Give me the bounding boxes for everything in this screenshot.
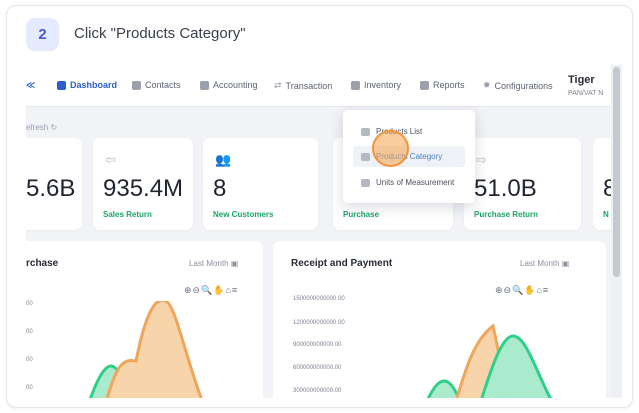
app-screenshot: ≪ Dashboard Contacts Accounting ⇄ Transa…	[26, 65, 622, 398]
period-filter[interactable]: Last Month ▣	[520, 259, 569, 268]
stat-label: New Customers	[213, 210, 274, 219]
stat-value: 8	[213, 175, 227, 202]
chart-toolbar[interactable]: ⊕⊖🔍✋⌂≡	[495, 285, 550, 295]
orange-series-area	[105, 301, 203, 398]
menu-item-products-category[interactable]: Products Category	[353, 146, 465, 167]
stat-card-purchase-return: ⇨ 51.0B Purchase Return	[464, 138, 581, 230]
filter-icon: ▣	[561, 259, 570, 268]
units-icon	[361, 178, 370, 187]
filter-label: Last Month	[520, 259, 560, 268]
contacts-icon	[132, 80, 141, 90]
nav-label: Reports	[433, 80, 465, 90]
nav-label: Transaction	[285, 80, 333, 91]
menu-item-units-of-measurement[interactable]: Units of Measurement	[353, 172, 465, 193]
scrollbar-thumb[interactable]	[613, 67, 620, 277]
inventory-icon	[351, 80, 360, 90]
nav-item-reports[interactable]: Reports	[420, 80, 465, 90]
green-series-area	[426, 379, 461, 398]
stat-label: Purchase	[343, 210, 380, 219]
logo-fragment: ≪	[26, 80, 36, 90]
receipt-payment-area-chart	[426, 323, 553, 398]
arrow-left-icon: ⇦	[105, 152, 116, 167]
top-navigation-bar: ≪ Dashboard Contacts Accounting ⇄ Transa…	[26, 65, 611, 107]
y-tick: 00	[26, 329, 33, 335]
nav-item-accounting[interactable]: Accounting	[200, 80, 258, 90]
refresh-link[interactable]: efresh ↻	[26, 123, 57, 132]
arrow-right-icon: ⇨	[476, 152, 487, 167]
gear-icon: ✹	[483, 80, 491, 90]
refresh-label: efresh	[26, 123, 49, 132]
nav-label: Inventory	[364, 80, 402, 90]
stat-label: Purchase Return	[474, 210, 539, 219]
filter-icon: ▣	[230, 259, 239, 268]
nav-item-transaction[interactable]: ⇄ Transaction	[274, 80, 332, 91]
stat-value: 5.6B	[26, 175, 76, 202]
filter-label: Last Month	[189, 259, 229, 268]
y-tick: 1500000000000.00	[293, 296, 345, 302]
step-number-badge: 2	[26, 18, 59, 51]
green-series-area-2	[480, 334, 553, 398]
panel-title: Receipt and Payment	[291, 258, 393, 269]
company-name: Tiger	[568, 74, 595, 86]
y-tick: 00	[26, 357, 33, 363]
menu-item-label: Products Category	[376, 152, 443, 161]
stat-label: Sales Return	[103, 210, 152, 219]
transaction-icon: ⇄	[274, 80, 282, 90]
y-tick: 00	[26, 385, 33, 391]
y-tick: 900000000000.00	[293, 342, 342, 348]
chart-toolbar[interactable]: ⊕⊖🔍✋⌂≡	[184, 285, 239, 295]
reports-icon	[420, 80, 429, 90]
menu-item-products-list[interactable]: Products List	[353, 121, 465, 142]
nav-label: Accounting	[213, 80, 258, 90]
y-tick: 300000000000.00	[293, 388, 342, 394]
nav-item-inventory[interactable]: Inventory	[351, 80, 401, 90]
nav-label: Configurations	[494, 80, 553, 91]
nav-item-configurations[interactable]: ✹ Configurations	[483, 80, 553, 91]
company-pan-vat: PAN/VAT N	[568, 90, 604, 97]
users-icon: 👥	[215, 152, 232, 167]
nav-label: Contacts	[145, 80, 181, 90]
vertical-scrollbar[interactable]	[611, 65, 622, 398]
products-list-icon	[361, 127, 370, 136]
panel-title: rchase	[26, 258, 59, 269]
nav-label: Dashboard	[70, 80, 118, 90]
refresh-icon: ↻	[50, 123, 58, 132]
stat-value: 935.4M	[103, 175, 184, 202]
step-instruction: Click "Products Category"	[74, 25, 246, 42]
stat-card-sales-return: ⇦ 935.4M Sales Return	[93, 138, 193, 230]
stat-card: 5.6B	[26, 138, 82, 230]
stat-value: 51.0B	[474, 175, 537, 202]
inventory-dropdown-menu: Products List Products Category Units of…	[343, 110, 475, 203]
receipt-payment-panel: Receipt and Payment Last Month ▣ ⊕⊖🔍✋⌂≡ …	[273, 241, 606, 398]
y-tick: 00	[26, 301, 33, 307]
nav-item-dashboard[interactable]: Dashboard	[57, 80, 117, 90]
nav-item-contacts[interactable]: Contacts	[132, 80, 181, 90]
products-category-icon	[361, 152, 370, 161]
y-tick: 600000000000.00	[293, 365, 342, 371]
tutorial-card: 2 Click "Products Category" ≪ Dashboard …	[6, 5, 633, 408]
purchase-chart-panel: rchase Last Month ▣ ⊕⊖🔍✋⌂≡ 00 00 00 00	[26, 241, 263, 398]
stat-card-new-customers: 👥 8 New Customers	[203, 138, 318, 230]
y-tick: 1200000000000.00	[293, 320, 345, 326]
purchase-area-chart	[88, 301, 203, 398]
accounting-icon	[200, 80, 209, 90]
stat-label: N	[603, 210, 609, 219]
menu-item-label: Units of Measurement	[376, 178, 455, 187]
click-indicator	[372, 130, 409, 167]
dashboard-icon	[57, 80, 66, 90]
period-filter[interactable]: Last Month ▣	[189, 259, 238, 268]
